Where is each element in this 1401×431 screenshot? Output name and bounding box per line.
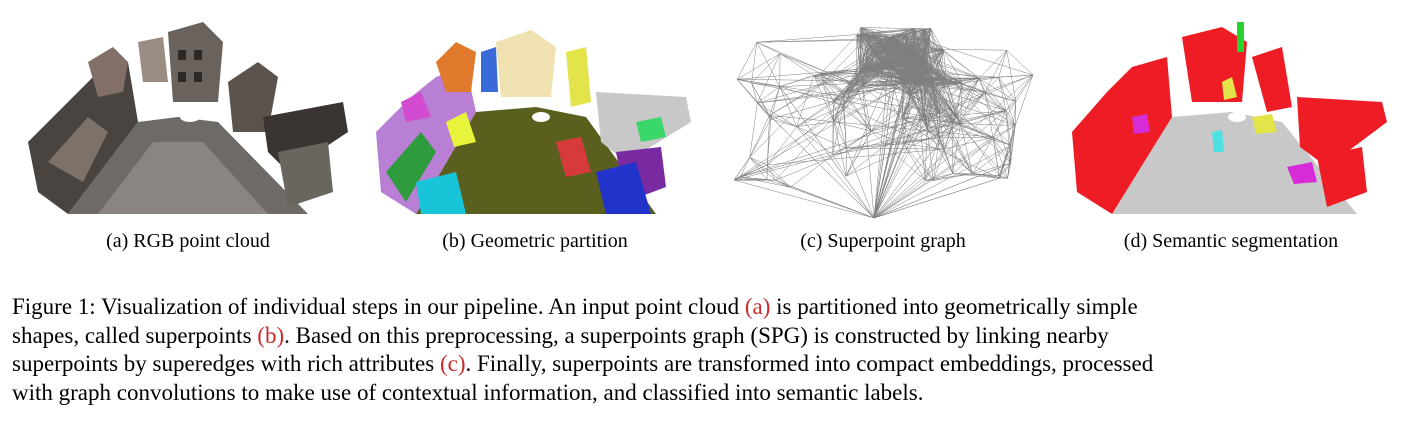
rgb-point-cloud-image xyxy=(28,22,348,214)
caption-text: . Based on this preprocessing, a superpo… xyxy=(284,322,1109,348)
subcaption-d: (d) Semantic segmentation xyxy=(1123,230,1339,252)
caption-line-3: superpoints by superedges with rich attr… xyxy=(12,350,1392,379)
panel-rgb-point-cloud xyxy=(28,22,348,220)
superpoint-graph-image xyxy=(733,27,1034,219)
caption-line-4: with graph convolutions to make use of c… xyxy=(12,379,924,405)
panel-geometric-partition xyxy=(376,22,694,220)
reference-link-c[interactable]: (c) xyxy=(439,351,466,377)
panel-superpoint-graph xyxy=(724,22,1042,220)
reference-link-a[interactable]: (a) xyxy=(744,294,771,319)
subcaption-c: (c) Superpoint graph xyxy=(800,230,966,252)
caption-text: superpoints by superedges with rich attr… xyxy=(12,351,440,377)
caption-line-1: Figure 1: Visualization of individual st… xyxy=(12,293,1392,322)
subcaption-a: (a) RGB point cloud xyxy=(106,230,270,252)
caption-text: . Finally, superpoints are transformed i… xyxy=(465,351,1154,377)
caption-text: is partitioned into geometrically simple xyxy=(770,294,1138,319)
panel-semantic-segmentation xyxy=(1072,22,1390,220)
caption-line-2: shapes, called superpoints (b). Based on… xyxy=(12,322,1392,351)
semantic-segmentation-image xyxy=(1072,22,1387,214)
geometric-partition-image xyxy=(376,30,691,214)
subcaption-b: (b) Geometric partition xyxy=(442,230,628,252)
caption-text: shapes, called superpoints xyxy=(12,322,258,348)
figure-caption: Figure 1: Visualization of individual st… xyxy=(12,293,1392,407)
reference-link-b[interactable]: (b) xyxy=(257,322,285,348)
caption-text: Figure 1: Visualization of individual st… xyxy=(12,294,745,319)
